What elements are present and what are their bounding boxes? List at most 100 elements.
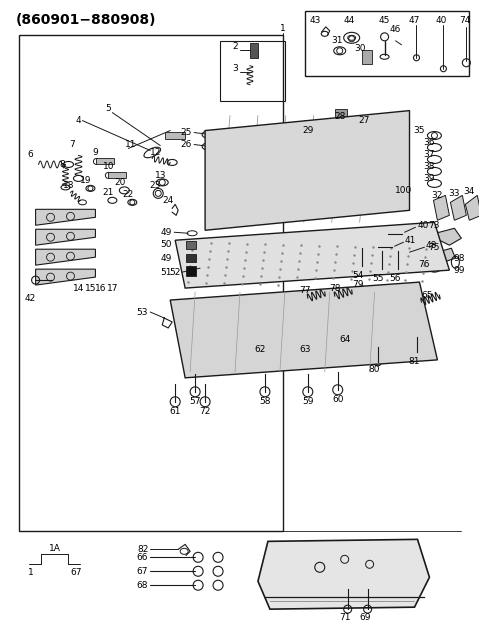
Text: 12: 12 <box>150 148 161 157</box>
Text: 67: 67 <box>71 568 82 577</box>
Circle shape <box>371 204 376 209</box>
Text: 22: 22 <box>123 190 134 199</box>
Text: 2: 2 <box>232 42 238 51</box>
Text: 67: 67 <box>137 567 148 576</box>
Text: 18: 18 <box>63 181 74 190</box>
Text: 4: 4 <box>76 116 81 125</box>
Circle shape <box>269 142 275 147</box>
Text: 16: 16 <box>95 284 106 292</box>
Text: 1: 1 <box>280 24 286 33</box>
Circle shape <box>217 218 223 223</box>
Text: 41: 41 <box>405 236 416 244</box>
Text: 1A: 1A <box>48 544 60 553</box>
Text: 11: 11 <box>125 140 136 149</box>
Circle shape <box>377 150 382 155</box>
Circle shape <box>307 192 312 197</box>
Text: 78: 78 <box>329 284 340 292</box>
Text: 98: 98 <box>454 253 465 262</box>
Text: 35: 35 <box>414 126 425 135</box>
Text: 51: 51 <box>161 268 172 276</box>
Text: 13: 13 <box>155 171 166 180</box>
Text: 38: 38 <box>424 162 435 171</box>
Text: 45: 45 <box>379 17 390 26</box>
Polygon shape <box>258 540 430 609</box>
Text: 60: 60 <box>332 396 344 404</box>
Circle shape <box>327 208 332 213</box>
Circle shape <box>355 152 360 157</box>
Polygon shape <box>465 195 480 220</box>
Text: 100: 100 <box>395 186 412 195</box>
Circle shape <box>289 158 294 163</box>
Text: 34: 34 <box>464 187 475 196</box>
Text: 58: 58 <box>259 397 271 406</box>
Text: 79: 79 <box>352 280 363 289</box>
Text: 54: 54 <box>352 271 363 280</box>
Text: 14: 14 <box>73 284 84 292</box>
Text: 68: 68 <box>137 580 148 589</box>
Text: 42: 42 <box>25 294 36 303</box>
Circle shape <box>264 196 268 201</box>
Text: 61: 61 <box>169 407 181 416</box>
Text: 7: 7 <box>70 140 75 149</box>
Circle shape <box>353 170 358 175</box>
Circle shape <box>243 180 249 185</box>
Polygon shape <box>36 229 96 245</box>
Text: 46: 46 <box>390 26 401 35</box>
Polygon shape <box>36 269 96 285</box>
Circle shape <box>349 206 354 211</box>
Text: 80: 80 <box>369 365 380 374</box>
Polygon shape <box>36 209 96 225</box>
Text: 48: 48 <box>425 241 437 250</box>
Text: 32: 32 <box>432 191 443 200</box>
Circle shape <box>335 136 340 141</box>
Circle shape <box>240 216 244 221</box>
Text: 63: 63 <box>299 346 311 355</box>
Polygon shape <box>170 282 437 378</box>
Circle shape <box>226 146 230 151</box>
Bar <box>19 35 283 531</box>
Text: 56: 56 <box>389 274 400 283</box>
Text: 8: 8 <box>60 160 65 169</box>
Text: 40: 40 <box>436 17 447 26</box>
Circle shape <box>375 168 380 173</box>
Circle shape <box>248 144 252 149</box>
Text: 64: 64 <box>339 335 350 344</box>
Text: 33: 33 <box>449 189 460 198</box>
Text: (860901−880908): (860901−880908) <box>16 13 156 27</box>
Bar <box>186 241 196 249</box>
Text: 40: 40 <box>418 221 429 230</box>
Bar <box>361 50 372 64</box>
Text: 36: 36 <box>424 138 435 147</box>
Text: 29: 29 <box>302 126 313 135</box>
Bar <box>108 172 126 179</box>
Circle shape <box>333 154 338 159</box>
Circle shape <box>373 186 378 191</box>
Text: 57: 57 <box>190 397 201 406</box>
Bar <box>165 132 185 138</box>
Text: 69: 69 <box>359 612 371 621</box>
Bar <box>186 254 196 262</box>
Text: 74: 74 <box>460 17 471 26</box>
Bar <box>378 122 392 131</box>
Polygon shape <box>433 195 449 220</box>
Text: 50: 50 <box>161 240 172 249</box>
Text: 21: 21 <box>103 188 114 197</box>
Text: 3: 3 <box>232 64 238 73</box>
Text: 17: 17 <box>107 284 118 292</box>
Circle shape <box>312 156 316 161</box>
Circle shape <box>357 134 362 139</box>
Text: 9: 9 <box>93 148 98 157</box>
Circle shape <box>265 178 270 183</box>
Text: 31: 31 <box>331 36 342 45</box>
Bar <box>250 43 258 58</box>
Text: 99: 99 <box>454 266 465 275</box>
Text: 52: 52 <box>169 268 180 276</box>
Text: 26: 26 <box>181 140 192 149</box>
Text: 76: 76 <box>419 260 430 269</box>
Text: 72: 72 <box>199 407 211 416</box>
Polygon shape <box>437 248 456 262</box>
Text: 59: 59 <box>302 397 313 406</box>
Text: 81: 81 <box>409 357 420 366</box>
Bar <box>186 266 196 276</box>
Text: 24: 24 <box>163 196 174 205</box>
